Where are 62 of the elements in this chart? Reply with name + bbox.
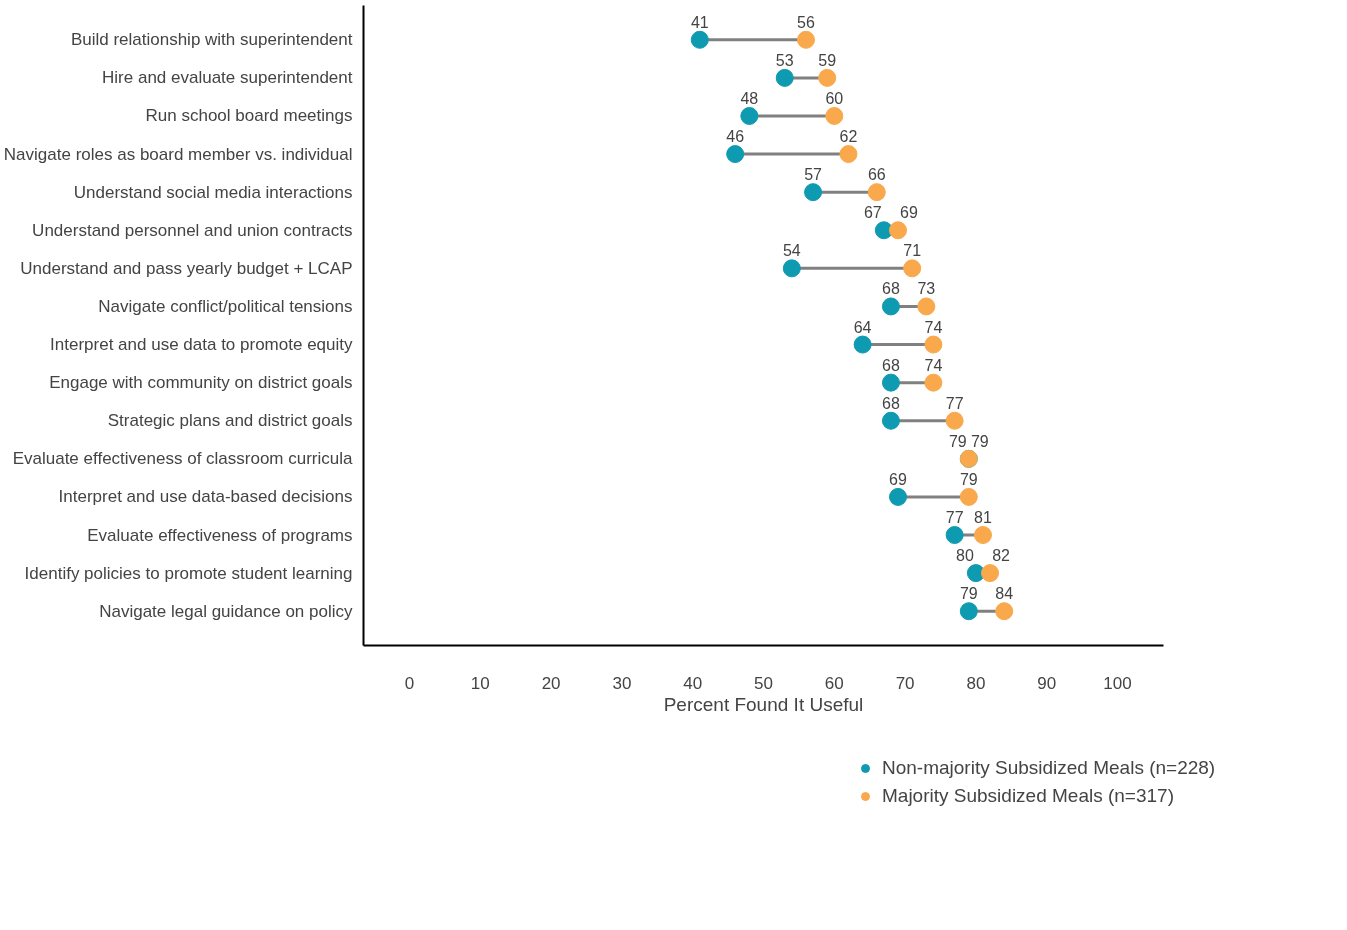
x-tick-label: 0 [404, 673, 415, 693]
data-label: 66 [867, 166, 886, 184]
data-label: 73 [917, 280, 936, 298]
data-label: 71 [903, 242, 922, 260]
legend-label: Majority Subsidized Meals (n=317) [882, 785, 1174, 807]
data-label: 74 [924, 356, 943, 374]
data-label: 77 [945, 394, 964, 412]
data-label: 56 [797, 13, 815, 31]
y-tick-label: Navigate legal guidance on policy [99, 601, 353, 621]
x-tick-label: 100 [1103, 673, 1132, 693]
y-tick-label: Run school board meetings [145, 106, 353, 126]
x-tick-label: 60 [824, 673, 844, 693]
x-tick-label: 20 [541, 673, 561, 693]
y-tick-label: Understand and pass yearly budget + LCAP [20, 258, 353, 278]
y-tick-label: Strategic plans and district goals [107, 411, 353, 431]
data-label: 79 [959, 470, 978, 488]
x-tick-label: 80 [966, 673, 986, 693]
y-tick-label: Evaluate effectiveness of programs [87, 525, 353, 545]
data-label: 81 [974, 509, 992, 527]
data-label: 68 [882, 280, 900, 298]
y-tick-label: Engage with community on district goals [49, 373, 353, 393]
data-label: 64 [853, 318, 872, 336]
data-label: 69 [900, 204, 919, 222]
data-label: 48 [740, 89, 759, 107]
data-label: 46 [726, 128, 745, 146]
data-label: 53 [775, 51, 794, 69]
x-axis-title: Percent Found It Useful [663, 693, 864, 715]
data-label: 84 [995, 585, 1014, 603]
legend-label: Non-majority Subsidized Meals (n=228) [882, 757, 1216, 779]
x-tick-label: 10 [470, 673, 490, 693]
y-tick-label: Build relationship with superintendent [70, 30, 353, 50]
y-tick-label: Understand personnel and union contracts [32, 220, 353, 240]
y-tick-label: Interpret and use data-based decisions [58, 487, 353, 507]
y-tick-label: Evaluate effectiveness of classroom curricula [12, 449, 354, 469]
data-label: 67 [863, 204, 882, 222]
data-label: 79 [959, 585, 978, 603]
y-tick-label: Navigate conflict/political tensions [98, 296, 353, 316]
y-tick-label: Interpret and use data to promote equity [50, 335, 353, 355]
y-tick-label: Understand social media interactions [73, 182, 353, 202]
y-tick-label: Navigate roles as board member vs. individual [3, 144, 353, 164]
x-tick-label: 70 [895, 673, 915, 693]
x-tick-label: 40 [683, 673, 703, 693]
y-tick-label: Hire and evaluate superintendent [102, 68, 353, 88]
data-label: 41 [690, 13, 709, 31]
y-tick-label: Identify policies to promote student learning [24, 563, 353, 583]
data-label: 60 [825, 89, 844, 107]
data-label: 79 [970, 432, 989, 450]
data-label: 77 [945, 509, 964, 527]
x-tick-label: 50 [754, 673, 773, 693]
data-label: 59 [818, 51, 837, 69]
data-label: 68 [882, 356, 900, 374]
data-label: 80 [955, 547, 974, 565]
data-label: 62 [839, 128, 858, 146]
data-label: 57 [804, 166, 823, 184]
data-label: 68 [882, 394, 900, 412]
x-tick-label: 90 [1037, 673, 1057, 693]
data-label: 79 [948, 432, 967, 450]
data-label: 74 [924, 318, 943, 336]
data-label: 82 [992, 547, 1011, 565]
data-label: 54 [782, 242, 801, 260]
data-label: 69 [889, 470, 908, 488]
x-tick-label: 30 [612, 673, 632, 693]
